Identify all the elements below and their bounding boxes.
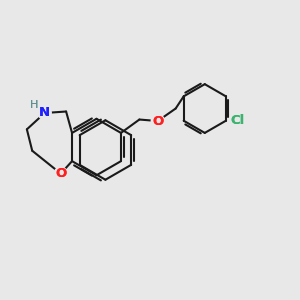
Circle shape: [38, 106, 51, 119]
Text: N: N: [39, 106, 50, 119]
Text: H: H: [30, 100, 38, 110]
Text: Cl: Cl: [230, 114, 244, 127]
Circle shape: [151, 115, 164, 128]
Text: H: H: [30, 100, 38, 110]
Text: O: O: [152, 115, 164, 128]
Text: O: O: [55, 167, 66, 180]
Text: N: N: [39, 106, 50, 119]
Text: O: O: [152, 115, 164, 128]
Circle shape: [54, 167, 67, 180]
Text: O: O: [55, 167, 66, 180]
Text: Cl: Cl: [230, 114, 244, 127]
